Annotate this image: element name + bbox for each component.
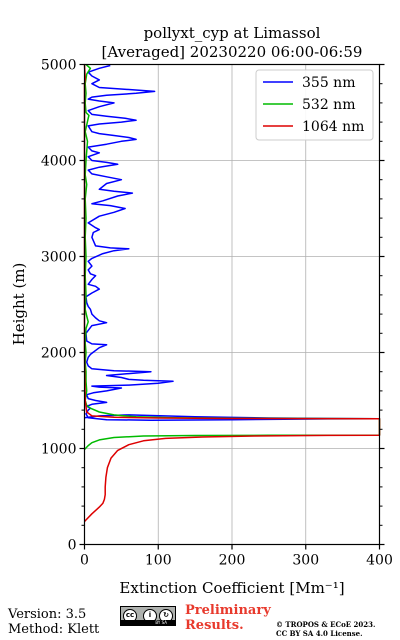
- legend-box: [255, 69, 374, 141]
- copyright-text: © TROPOS & ECoE 2023.: [276, 620, 376, 629]
- x-tick-label: 0: [80, 553, 89, 569]
- legend-label: 532 nm: [302, 97, 355, 113]
- chart-title: pollyxt_cyp at Limassol: [144, 24, 321, 42]
- legend-label: 1064 nm: [302, 119, 364, 135]
- legend: 355 nm 532 nm 1064 nm: [255, 69, 374, 141]
- results-text: Results.: [185, 618, 244, 633]
- license-text: CC BY SA 4.0 License.: [276, 629, 363, 638]
- chart-subtitle: [Averaged] 20230220 06:00-06:59: [102, 43, 363, 61]
- y-tick-label: 2000: [41, 346, 77, 362]
- preliminary-text: Preliminary: [185, 603, 271, 618]
- method-text: Method: Klett: [8, 622, 100, 637]
- axis-ticks: [79, 63, 385, 550]
- y-tick-label: 3000: [41, 250, 77, 266]
- y-axis-label: Height (m): [10, 263, 28, 346]
- license-bar: BY SA: [121, 620, 175, 625]
- extinction-profile-chart: pollyxt_cyp at Limassol [Averaged] 20230…: [10, 24, 393, 597]
- y-tick-label: 5000: [41, 58, 77, 74]
- y-tick-label: 0: [68, 538, 77, 554]
- y-tick-label: 1000: [41, 442, 77, 458]
- version-text: Version: 3.5: [8, 607, 87, 622]
- x-tick-label: 300: [292, 553, 319, 569]
- legend-label: 355 nm: [302, 75, 355, 91]
- x-tick-labels: 0 100 200 300 400: [80, 553, 393, 569]
- y-tick-label: 4000: [41, 154, 77, 170]
- x-tick-label: 200: [219, 553, 246, 569]
- x-tick-label: 400: [366, 553, 393, 569]
- y-tick-labels: 0 1000 2000 3000 4000 5000: [41, 58, 77, 554]
- x-tick-label: 100: [145, 553, 172, 569]
- series-line-355-nm: [84, 64, 381, 421]
- x-axis-label: Extinction Coefficient [Mm⁻¹]: [119, 579, 344, 597]
- cc-license-badge: cc i ↻ BY SA: [120, 606, 176, 626]
